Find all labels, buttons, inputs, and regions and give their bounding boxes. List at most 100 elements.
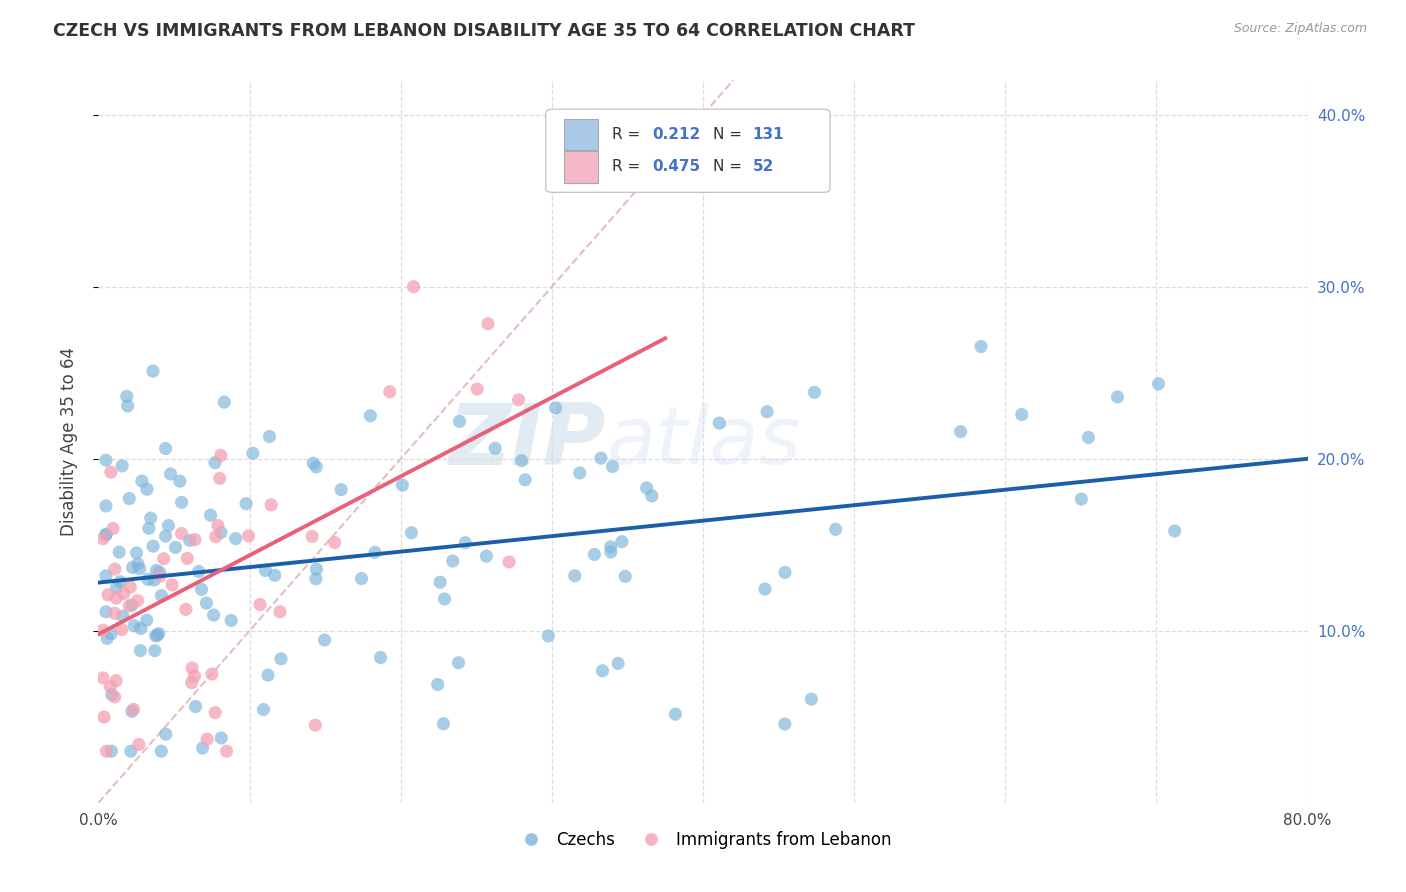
- Point: [257, 668, 280, 682]
- Point: [441, 554, 464, 568]
- Point: [1011, 408, 1033, 422]
- Point: [112, 587, 135, 601]
- Point: [159, 467, 181, 481]
- Point: [564, 568, 586, 582]
- Text: 52: 52: [752, 160, 773, 175]
- Point: [215, 744, 238, 758]
- Text: 0.475: 0.475: [652, 160, 700, 175]
- Point: [150, 589, 173, 603]
- Point: [209, 731, 232, 745]
- Text: R =: R =: [613, 160, 645, 175]
- Point: [149, 566, 172, 580]
- Point: [142, 364, 165, 378]
- FancyBboxPatch shape: [564, 119, 598, 151]
- Point: [773, 566, 796, 580]
- Point: [118, 599, 141, 613]
- Point: [121, 598, 143, 612]
- Text: R =: R =: [613, 127, 645, 142]
- Point: [146, 628, 169, 642]
- Point: [180, 675, 202, 690]
- Point: [205, 530, 228, 544]
- Point: [120, 580, 142, 594]
- Point: [709, 416, 731, 430]
- Point: [148, 626, 170, 640]
- Point: [200, 508, 222, 523]
- Point: [314, 632, 336, 647]
- Point: [129, 643, 152, 657]
- Point: [259, 429, 281, 443]
- Point: [115, 389, 138, 403]
- Point: [142, 539, 165, 553]
- Point: [100, 680, 122, 694]
- Point: [1077, 430, 1099, 444]
- Point: [330, 483, 353, 497]
- Point: [602, 459, 624, 474]
- Point: [157, 518, 180, 533]
- Point: [110, 623, 132, 637]
- Point: [219, 614, 242, 628]
- Point: [209, 448, 232, 462]
- Point: [484, 442, 506, 456]
- Point: [402, 279, 425, 293]
- Point: [242, 446, 264, 460]
- Point: [155, 727, 177, 741]
- Point: [1107, 390, 1129, 404]
- Point: [104, 562, 127, 576]
- Point: [433, 591, 456, 606]
- Point: [143, 643, 166, 657]
- Point: [174, 602, 197, 616]
- Point: [429, 575, 451, 590]
- Point: [145, 629, 167, 643]
- Point: [238, 529, 260, 543]
- Point: [136, 573, 159, 587]
- Point: [138, 521, 160, 535]
- Point: [359, 409, 381, 423]
- Text: 131: 131: [752, 127, 785, 142]
- Point: [305, 572, 328, 586]
- Point: [105, 591, 128, 606]
- Point: [302, 456, 325, 470]
- Point: [449, 414, 471, 428]
- Point: [1147, 376, 1170, 391]
- Point: [117, 399, 139, 413]
- Point: [183, 669, 205, 683]
- Point: [260, 498, 283, 512]
- Point: [143, 573, 166, 587]
- Point: [131, 474, 153, 488]
- Point: [201, 667, 224, 681]
- Point: [970, 339, 993, 353]
- Point: [105, 673, 128, 688]
- Point: [225, 532, 247, 546]
- Point: [121, 560, 143, 574]
- Point: [263, 568, 285, 582]
- Point: [94, 499, 117, 513]
- Point: [100, 688, 122, 702]
- Point: [181, 661, 204, 675]
- Point: [583, 548, 606, 562]
- Point: [105, 581, 128, 595]
- Point: [949, 425, 972, 439]
- Point: [254, 564, 277, 578]
- Point: [97, 588, 120, 602]
- Point: [128, 738, 150, 752]
- Point: [100, 626, 122, 640]
- Point: [568, 466, 591, 480]
- Point: [184, 699, 207, 714]
- Point: [145, 563, 167, 577]
- Point: [454, 535, 477, 549]
- FancyBboxPatch shape: [546, 109, 830, 193]
- Point: [94, 527, 117, 541]
- Point: [370, 650, 392, 665]
- Point: [301, 529, 323, 543]
- Legend: Czechs, Immigrants from Lebanon: Czechs, Immigrants from Lebanon: [508, 824, 898, 856]
- Point: [364, 545, 387, 559]
- Point: [150, 744, 173, 758]
- Point: [122, 618, 145, 632]
- Point: [100, 465, 122, 479]
- Point: [1163, 524, 1185, 538]
- Point: [179, 533, 201, 548]
- Point: [125, 546, 148, 560]
- Point: [477, 317, 499, 331]
- Point: [515, 473, 537, 487]
- Point: [136, 482, 159, 496]
